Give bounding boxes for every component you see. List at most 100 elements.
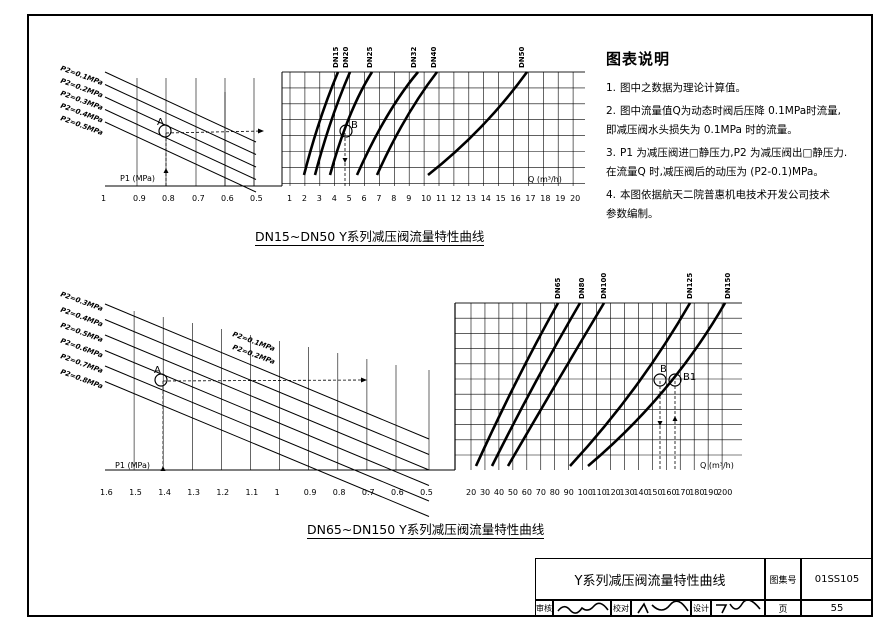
- lower-p2-line: [104, 365, 430, 502]
- upper-arrow-down-b: [342, 158, 348, 163]
- upper-q-tick-label: 6: [362, 194, 367, 203]
- title-block: Y系列减压阀流量特性曲线 图集号 01SS105 审核 校对 设计 页 55: [535, 558, 873, 617]
- upper-q-axis-label: Q (m³/h): [528, 175, 562, 184]
- lower-q-tick-label: 140: [633, 488, 648, 497]
- upper-dn-label: DN20: [342, 46, 350, 68]
- lower-arrow-down-b: [657, 421, 663, 426]
- note-item-4: 4. 本图依据航天二院普惠机电技术开发公司技术 参数编制。: [606, 189, 830, 220]
- note-item-3: 3. P1 为减压阀进□静压力,P2 为减压阀出□静压力. 在流量Q 时,减压阀后…: [606, 147, 848, 178]
- upper-q-tick-label: 15: [496, 194, 506, 203]
- lower-arrow-up-a: [160, 466, 166, 471]
- lower-p2-line: [104, 303, 430, 440]
- lower-q-tick-label: 20: [466, 488, 476, 497]
- upper-q-tick-label: 10: [421, 194, 431, 203]
- upper-point-a-label: A: [157, 117, 164, 128]
- upper-dn-curve: [427, 71, 529, 177]
- atlas-label: 图集号: [765, 558, 801, 600]
- upper-dn-label: DN32: [410, 46, 418, 68]
- upper-p1-tick-label: 0.7: [192, 194, 205, 203]
- upper-p2-line: [104, 84, 257, 155]
- lower-p1-tick-label: 1.3: [187, 488, 200, 497]
- lower-p1-tick-label: 1.1: [246, 488, 259, 497]
- lower-point-a-label: A: [154, 365, 161, 376]
- lower-q-tick-label: 30: [480, 488, 490, 497]
- lower-dn-label: DN125: [686, 273, 694, 299]
- lower-dn-label: DN150: [724, 273, 732, 299]
- upper-q-tick-label: 13: [466, 194, 476, 203]
- lower-dn-curve: [569, 302, 692, 467]
- lower-dn-label: DN80: [578, 277, 586, 299]
- lower-p1-tick-label: 1.6: [100, 488, 113, 497]
- upper-q-tick-label: 3: [317, 194, 322, 203]
- page-label: 页: [765, 600, 801, 617]
- lower-q-tick-label: 190: [703, 488, 718, 497]
- upper-q-tick-label: 20: [570, 194, 580, 203]
- drawing-frame: [27, 14, 873, 617]
- lower-p1-tick-label: 0.6: [391, 488, 404, 497]
- lower-chart-caption: DN65~DN150 Y系列减压阀流量特性曲线: [307, 519, 545, 539]
- upper-q-tick-label: 4: [332, 194, 337, 203]
- upper-chart-caption: DN15~DN50 Y系列减压阀流量特性曲线: [255, 226, 485, 246]
- lower-dn-curve: [506, 302, 606, 467]
- page-value: 55: [801, 600, 873, 617]
- lower-p2-line: [104, 381, 430, 517]
- upper-p1-tick-label: 0.6: [221, 194, 234, 203]
- check-signature: [631, 600, 691, 617]
- lower-q-tick-label: 70: [536, 488, 546, 497]
- upper-reading-line-h: [165, 130, 263, 134]
- note-item-2: 2. 图中流量值Q为动态时阀后压降 0.1MPa时流量, 即减压阀水头损失为 0.…: [606, 105, 841, 136]
- lower-dn-curve: [490, 302, 582, 467]
- notes-panel: 图表说明 1. 图中之数据为理论计算值。 2. 图中流量值Q为动态时阀后压降 0.1…: [606, 48, 861, 224]
- upper-q-tick-label: 18: [540, 194, 550, 203]
- lower-q-tick-label: 160: [661, 488, 676, 497]
- upper-q-tick-label: 5: [347, 194, 352, 203]
- lower-q-axis-label: Q (m³/h): [700, 461, 734, 470]
- lower-p1-tick-label: 0.8: [333, 488, 346, 497]
- upper-q-tick-label: 16: [511, 194, 521, 203]
- lower-q-tick-label: 110: [592, 488, 607, 497]
- lower-q-tick-label: 150: [647, 488, 662, 497]
- lower-q-tick-label: 40: [494, 488, 504, 497]
- upper-dn-label: DN50: [518, 46, 526, 68]
- upper-point-b-label: B: [351, 120, 358, 131]
- upper-q-tick-label: 7: [376, 194, 381, 203]
- lower-dn-curve: [474, 302, 560, 467]
- lower-q-tick-label: 50: [508, 488, 518, 497]
- lower-reading-line-h: [162, 379, 366, 382]
- lower-q-tick-label: 170: [675, 488, 690, 497]
- note-item-1: 1. 图中之数据为理论计算值。: [606, 82, 746, 94]
- lower-p1-tick-label: 1.4: [158, 488, 171, 497]
- lower-arrow-right: [361, 377, 367, 383]
- design-signature: [711, 600, 765, 617]
- lower-q-tick-label: 100: [578, 488, 593, 497]
- upper-dn-label: DN25: [366, 46, 374, 68]
- lower-p2-line: [104, 319, 430, 455]
- upper-q-tick-label: 1: [287, 194, 292, 203]
- review-signature-mark: [557, 602, 609, 614]
- lower-q-tick-label: 90: [564, 488, 574, 497]
- upper-q-tick-label: 8: [391, 194, 396, 203]
- upper-q-tick-label: 2: [302, 194, 307, 203]
- lower-point-b-marker: [653, 373, 667, 387]
- lower-q-tick-label: 200: [717, 488, 732, 497]
- lower-dn-label: DN65: [554, 277, 562, 299]
- review-signature: [553, 600, 611, 617]
- upper-dn-label: DN15: [332, 46, 340, 68]
- upper-dn-curve: [302, 71, 340, 176]
- lower-q-tick-label: 60: [522, 488, 532, 497]
- lower-point-b1-label: B1: [683, 372, 696, 383]
- upper-q-tick-label: 11: [436, 194, 446, 203]
- upper-dn-curve: [313, 71, 352, 176]
- lower-point-b1-marker: [668, 373, 682, 387]
- lower-p2-line: [104, 350, 430, 486]
- lower-p1-tick-label: 1.5: [129, 488, 142, 497]
- lower-q-tick-label: 130: [619, 488, 634, 497]
- upper-p1-tick-label: 0.5: [250, 194, 263, 203]
- lower-q-tick-label: 120: [606, 488, 621, 497]
- upper-arrow-up-a: [163, 168, 169, 173]
- lower-p1-tick-label: 1.2: [216, 488, 229, 497]
- upper-arrow-right: [258, 128, 264, 134]
- atlas-value: 01SS105: [801, 558, 873, 600]
- lower-q-tick-label: 180: [689, 488, 704, 497]
